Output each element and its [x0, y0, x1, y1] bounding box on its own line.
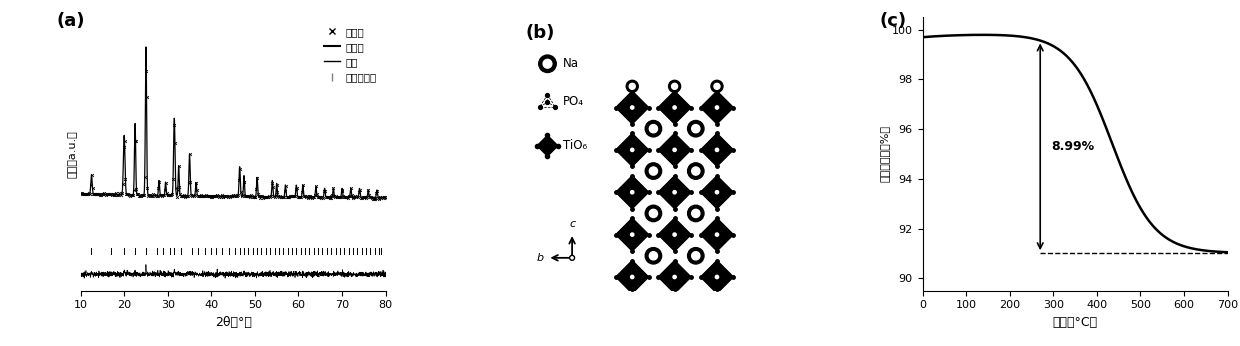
Circle shape	[671, 189, 678, 196]
Circle shape	[715, 106, 719, 109]
Circle shape	[692, 252, 699, 260]
Text: (b): (b)	[526, 24, 556, 42]
Circle shape	[672, 295, 677, 301]
Circle shape	[688, 205, 704, 222]
Circle shape	[671, 273, 678, 281]
Circle shape	[688, 163, 704, 179]
Polygon shape	[658, 218, 691, 251]
Circle shape	[668, 292, 681, 304]
Circle shape	[713, 189, 720, 196]
Circle shape	[692, 125, 699, 133]
Polygon shape	[616, 218, 649, 251]
Circle shape	[629, 83, 635, 89]
Polygon shape	[616, 176, 649, 209]
Polygon shape	[658, 261, 691, 293]
Circle shape	[650, 252, 657, 260]
Polygon shape	[701, 91, 733, 124]
Y-axis label: 强度（a.u.）: 强度（a.u.）	[68, 130, 78, 178]
Circle shape	[629, 231, 636, 238]
X-axis label: 温度（°C）: 温度（°C）	[1053, 316, 1097, 329]
Circle shape	[543, 60, 552, 68]
Circle shape	[650, 125, 657, 133]
X-axis label: 2θ（°）: 2θ（°）	[215, 316, 252, 329]
Circle shape	[715, 275, 719, 279]
Polygon shape	[701, 134, 733, 166]
Polygon shape	[616, 91, 649, 124]
Circle shape	[713, 231, 720, 238]
Circle shape	[711, 292, 723, 304]
Circle shape	[631, 233, 634, 236]
Circle shape	[715, 191, 719, 194]
Circle shape	[673, 148, 676, 152]
Text: PO₄: PO₄	[563, 95, 584, 108]
Polygon shape	[658, 134, 691, 166]
Circle shape	[629, 146, 636, 153]
Circle shape	[713, 273, 720, 281]
Text: Na: Na	[563, 57, 579, 70]
Circle shape	[626, 292, 639, 304]
Legend: 实验値, 计算値, 误差, 布拉格位置: 实验値, 计算値, 误差, 布拉格位置	[320, 22, 381, 86]
Polygon shape	[537, 135, 558, 156]
Circle shape	[673, 233, 676, 236]
Circle shape	[631, 191, 634, 194]
Circle shape	[688, 248, 704, 264]
Text: (c): (c)	[880, 12, 906, 30]
Circle shape	[538, 55, 557, 73]
Circle shape	[713, 146, 720, 153]
Circle shape	[671, 104, 678, 111]
Circle shape	[629, 104, 636, 111]
Text: 8.99%: 8.99%	[1052, 140, 1094, 153]
Circle shape	[645, 248, 662, 264]
Circle shape	[629, 189, 636, 196]
Polygon shape	[701, 176, 733, 209]
Text: TiO₆: TiO₆	[563, 139, 587, 152]
Circle shape	[631, 148, 634, 152]
Polygon shape	[616, 261, 649, 293]
Circle shape	[688, 120, 704, 137]
Polygon shape	[701, 218, 733, 251]
Circle shape	[631, 106, 634, 109]
Circle shape	[714, 83, 720, 89]
Circle shape	[673, 191, 676, 194]
Polygon shape	[658, 176, 691, 209]
Circle shape	[714, 295, 720, 301]
Circle shape	[692, 209, 699, 218]
Polygon shape	[701, 261, 733, 293]
Circle shape	[692, 167, 699, 175]
Circle shape	[645, 120, 662, 137]
Text: (a): (a)	[56, 12, 84, 30]
Circle shape	[629, 295, 635, 301]
Y-axis label: 质量保持率（%）: 质量保持率（%）	[879, 126, 889, 182]
Circle shape	[569, 255, 574, 260]
Circle shape	[672, 83, 677, 89]
Circle shape	[671, 231, 678, 238]
Circle shape	[711, 80, 723, 92]
Circle shape	[629, 273, 636, 281]
Circle shape	[673, 275, 676, 279]
Circle shape	[645, 163, 662, 179]
Circle shape	[650, 167, 657, 175]
Circle shape	[715, 148, 719, 152]
Circle shape	[650, 209, 657, 218]
Circle shape	[668, 80, 681, 92]
Circle shape	[645, 205, 662, 222]
Text: b: b	[536, 253, 543, 263]
Circle shape	[715, 233, 719, 236]
Polygon shape	[616, 134, 649, 166]
Circle shape	[673, 106, 676, 109]
Polygon shape	[658, 91, 691, 124]
Circle shape	[631, 275, 634, 279]
Text: c: c	[569, 219, 575, 229]
Circle shape	[713, 104, 720, 111]
Circle shape	[671, 146, 678, 153]
Circle shape	[626, 80, 639, 92]
